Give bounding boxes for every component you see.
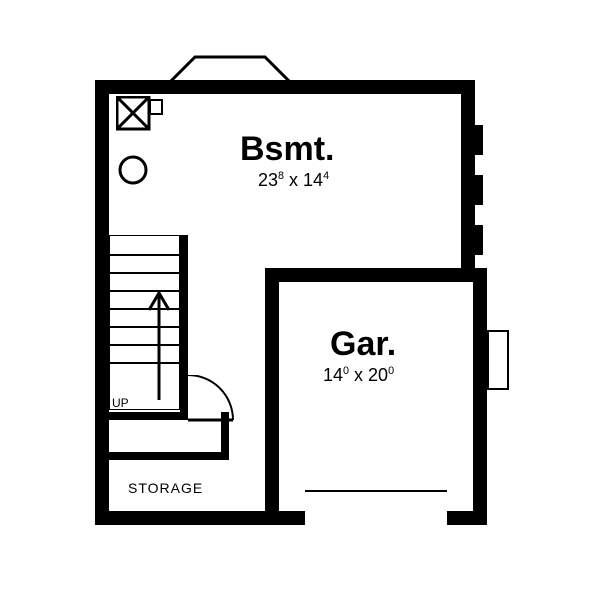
circle-symbol-icon xyxy=(118,155,148,185)
gar-dim-h-frac: 0 xyxy=(388,365,394,377)
bsmt-dim-h-frac: 4 xyxy=(323,170,329,182)
gar-dim-w: 14 xyxy=(323,365,343,385)
stairs-icon xyxy=(109,235,180,410)
stair-wall-right xyxy=(180,235,188,420)
garage-wall-bottom-right xyxy=(447,511,487,525)
door-swing-hall xyxy=(188,375,248,435)
window-tick-3 xyxy=(475,225,483,255)
garage-wall-top xyxy=(265,268,487,282)
storage-wall-top xyxy=(109,452,229,460)
side-panel-icon xyxy=(487,330,509,390)
outer-wall-right-upper xyxy=(461,80,475,280)
garage-dimensions: 140 x 200 xyxy=(323,365,394,386)
utility-box-icon xyxy=(116,96,164,132)
garage-wall-bottom-left xyxy=(265,511,305,525)
storage-label: STORAGE xyxy=(128,480,203,496)
window-tick-1 xyxy=(475,125,483,155)
outer-wall-top xyxy=(95,80,475,94)
window-tick-2 xyxy=(475,175,483,205)
outer-wall-bottom-left xyxy=(95,511,275,525)
outer-wall-left xyxy=(95,80,109,525)
up-label: UP xyxy=(112,396,129,410)
garage-wall-right xyxy=(473,268,487,525)
roof-bump-icon xyxy=(170,52,290,82)
garage-door-line xyxy=(305,490,447,492)
basement-label: Bsmt. xyxy=(240,130,334,169)
garage-label: Gar. xyxy=(330,325,396,364)
basement-dimensions: 238 x 144 xyxy=(258,170,329,191)
bsmt-dim-mid: x 14 xyxy=(284,170,323,190)
gar-dim-mid: x 20 xyxy=(349,365,388,385)
floor-plan: Bsmt. 238 x 144 Gar. 140 x 200 STORAGE U… xyxy=(0,0,600,600)
garage-wall-left xyxy=(265,268,279,525)
stair-wall-bottom xyxy=(109,412,188,420)
bsmt-dim-w: 23 xyxy=(258,170,278,190)
